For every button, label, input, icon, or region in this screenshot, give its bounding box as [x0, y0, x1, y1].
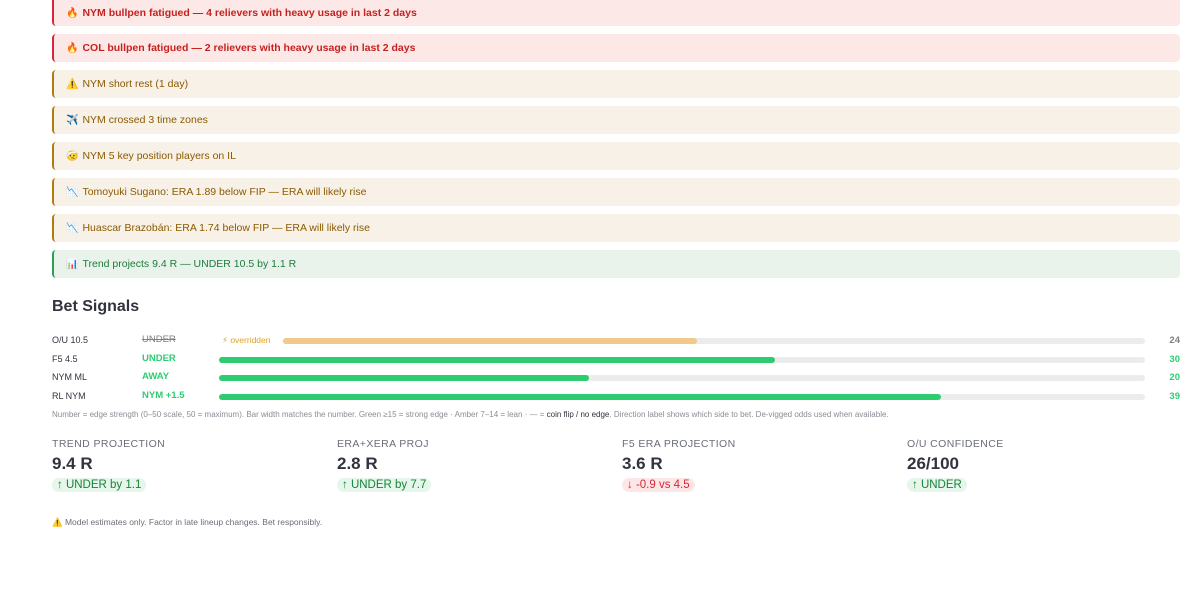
- metric-value: 9.4 R: [52, 454, 93, 473]
- chart-down-icon: 📉: [66, 222, 79, 234]
- signal-bar-fill: [283, 338, 697, 344]
- alert-text: NYM short rest (1 day): [82, 78, 189, 90]
- metric-delta: ↓ -0.9 vs 4.5: [622, 478, 695, 492]
- warning-icon: ⚠️: [66, 78, 79, 90]
- alerts-list: 🔥 NYM bullpen fatigued — 4 relievers wit…: [52, 0, 1180, 286]
- metric-delta: ↑ UNDER: [907, 478, 967, 492]
- metric-value: 2.8 R: [337, 454, 378, 473]
- signal-strength: 39: [1169, 390, 1180, 402]
- alert-text: NYM 5 key position players on IL: [82, 150, 236, 162]
- signal-bar-track: [219, 375, 1145, 381]
- signal-row-rl: RL NYM NYM +1.5 39: [52, 389, 1182, 408]
- signal-market: O/U 10.5: [52, 335, 89, 345]
- alert-text: NYM bullpen fatigued — 4 relievers with …: [82, 7, 417, 19]
- signal-direction: AWAY: [142, 371, 170, 382]
- signal-direction: UNDER: [142, 352, 176, 364]
- alert-era-sugano: 📉 Tomoyuki Sugano: ERA 1.89 below FIP — …: [52, 178, 1180, 206]
- alert-injuries: 🤕 NYM 5 key position players on IL: [52, 142, 1180, 170]
- alert-bullpen-col: 🔥 COL bullpen fatigued — 2 relievers wit…: [52, 34, 1180, 62]
- signal-row-ou: O/U 10.5 UNDER ⚡ overridden 24: [52, 333, 1182, 352]
- metric-label: O/U CONFIDENCE: [907, 438, 1004, 450]
- note-text-after: . Direction label shows which side to be…: [609, 410, 889, 419]
- alert-era-brazoban: 📉 Huascar Brazobán: ERA 1.74 below FIP —…: [52, 214, 1180, 242]
- signal-row-f5: F5 4.5 UNDER 30: [52, 352, 1182, 371]
- signal-row-ml: NYM ML AWAY 20: [52, 370, 1182, 389]
- signal-bar-track: [219, 393, 1145, 400]
- metric-label: ERA+XERA PROJ: [337, 438, 429, 450]
- signal-bar-fill: [219, 393, 942, 400]
- signal-bar-fill: [219, 356, 775, 363]
- fire-icon: 🔥: [66, 7, 79, 19]
- bar-chart-icon: 📊: [66, 258, 79, 270]
- injured-face-icon: 🤕: [66, 150, 79, 162]
- alert-bullpen-nym: 🔥 NYM bullpen fatigued — 4 relievers wit…: [52, 0, 1180, 26]
- signals-legend-note: Number = edge strength (0–50 scale, 50 =…: [52, 410, 889, 419]
- signal-bar-fill: [219, 375, 590, 381]
- overridden-tag: ⚡ overridden: [222, 335, 271, 345]
- alert-text: Tomoyuki Sugano: ERA 1.89 below FIP — ER…: [82, 186, 367, 198]
- alert-time-zones: ✈️ NYM crossed 3 time zones: [52, 106, 1180, 134]
- metric-f5-era-projection: F5 ERA PROJECTION 3.6 R ↓ -0.9 vs 4.5: [622, 438, 736, 493]
- signal-market: F5 4.5: [52, 353, 78, 364]
- note-text-bold: coin flip / no edge: [546, 410, 610, 419]
- bet-signals-list: O/U 10.5 UNDER ⚡ overridden 24 F5 4.5 UN…: [52, 333, 1182, 407]
- signal-bar-track: [283, 338, 1145, 344]
- signal-direction: UNDER: [142, 334, 176, 345]
- alert-short-rest: ⚠️ NYM short rest (1 day): [52, 70, 1180, 98]
- metric-value: 26/100: [907, 454, 959, 473]
- signal-strength: 24: [1169, 335, 1180, 346]
- disclaimer-text: ⚠️ Model estimates only. Factor in late …: [52, 517, 323, 527]
- signal-bar-track: [219, 356, 1145, 363]
- alert-text: NYM crossed 3 time zones: [82, 114, 208, 126]
- metrics-row: TREND PROJECTION 9.4 R ↑ UNDER by 1.1 ER…: [52, 438, 1182, 498]
- bet-signals-title: Bet Signals: [52, 298, 140, 315]
- signal-strength: 20: [1169, 372, 1180, 383]
- airplane-icon: ✈️: [66, 114, 79, 126]
- metric-era-xera-proj: ERA+XERA PROJ 2.8 R ↑ UNDER by 7.7: [337, 438, 432, 493]
- signal-direction: NYM +1.5: [142, 389, 185, 401]
- fire-icon: 🔥: [66, 42, 79, 54]
- metric-value: 3.6 R: [622, 454, 663, 473]
- signal-market: RL NYM: [52, 390, 86, 401]
- alert-text: Trend projects 9.4 R — UNDER 10.5 by 1.1…: [82, 258, 297, 270]
- signal-strength: 30: [1169, 353, 1180, 365]
- metric-label: TREND PROJECTION: [52, 438, 166, 450]
- metric-label: F5 ERA PROJECTION: [622, 438, 736, 450]
- note-text-before: Number = edge strength (0–50 scale, 50 =…: [52, 410, 547, 419]
- signal-market: NYM ML: [52, 372, 88, 382]
- metric-ou-confidence: O/U CONFIDENCE 26/100 ↑ UNDER: [907, 438, 1004, 493]
- metric-delta: ↑ UNDER by 1.1: [52, 478, 147, 492]
- metric-delta: ↑ UNDER by 7.7: [337, 478, 432, 492]
- alert-trend-projection: 📊 Trend projects 9.4 R — UNDER 10.5 by 1…: [52, 250, 1180, 278]
- alert-text: Huascar Brazobán: ERA 1.74 below FIP — E…: [82, 222, 370, 234]
- chart-down-icon: 📉: [66, 186, 79, 198]
- metric-trend-projection: TREND PROJECTION 9.4 R ↑ UNDER by 1.1: [52, 438, 165, 493]
- alert-text: COL bullpen fatigued — 2 relievers with …: [82, 42, 416, 54]
